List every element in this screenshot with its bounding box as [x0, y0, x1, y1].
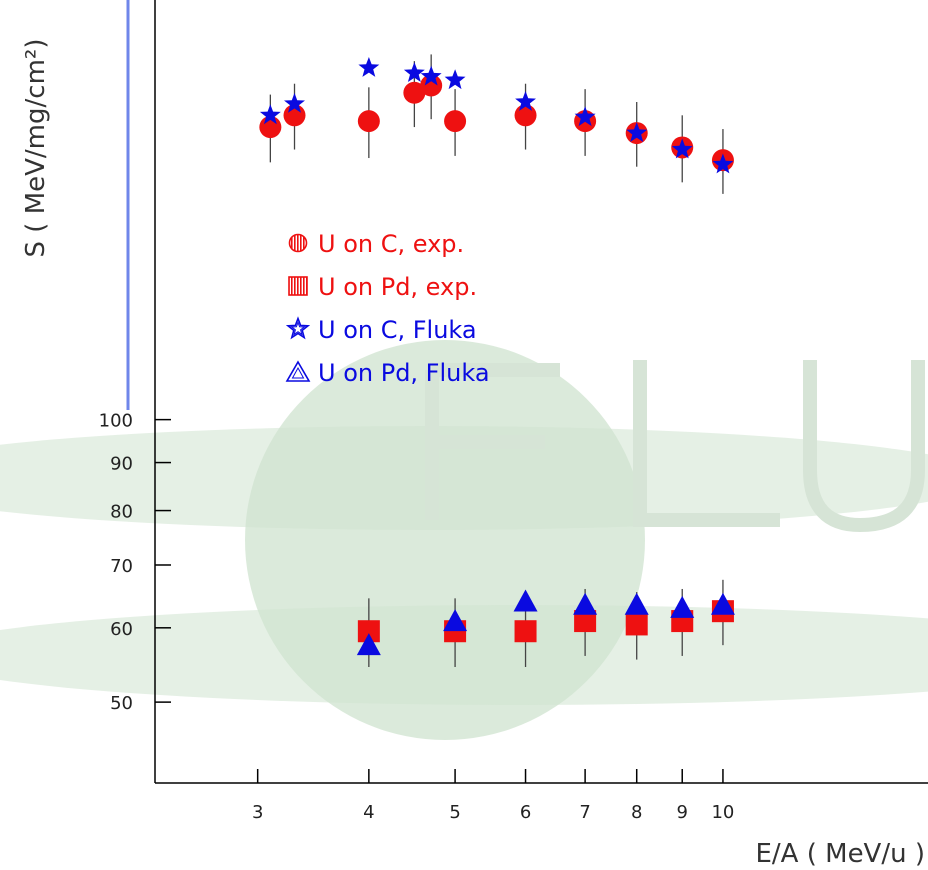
plot-frame — [154, 0, 928, 784]
y-tick-label: 50 — [110, 693, 133, 714]
data-point-circle — [444, 110, 467, 133]
data-point-star — [444, 69, 466, 90]
x-tick-label: 8 — [631, 802, 642, 823]
x-tick-label: 6 — [520, 802, 531, 823]
data-point-star — [420, 65, 442, 86]
axis-ticks: 3 4 5 6 7 8 9 10 50 60 70 80 90 100 — [99, 411, 735, 823]
x-axis-title: E/A ( MeV/u ) — [755, 839, 925, 869]
y-tick-label: 90 — [110, 454, 133, 475]
watermark — [0, 340, 928, 740]
data-point-square — [574, 610, 597, 633]
x-tick-label: 4 — [363, 802, 374, 823]
data-point-star — [403, 62, 425, 82]
data-point-triangle — [356, 633, 381, 656]
data-point-star — [515, 91, 536, 111]
y-tick-label: 70 — [110, 556, 133, 577]
data-point-triangle — [670, 595, 695, 618]
data-point-triangle — [443, 609, 468, 632]
legend-square-marker — [288, 276, 308, 296]
data-point-star — [712, 153, 734, 174]
data-point-star — [626, 122, 648, 142]
y-tick-label: 100 — [99, 411, 133, 432]
data-point-circle — [514, 104, 537, 127]
data-point-star — [574, 106, 596, 127]
data-point-circle — [420, 74, 443, 97]
data-point-star — [284, 92, 305, 113]
legend-label: U on C, exp. — [318, 230, 464, 258]
x-tick-label: 9 — [677, 802, 688, 823]
data-point-triangle — [710, 592, 735, 615]
legend-triangle-marker — [285, 360, 311, 382]
data-point-triangle — [573, 592, 598, 615]
data-point-square — [625, 613, 648, 636]
data-point-square — [514, 620, 537, 643]
data-point-circle — [357, 110, 380, 133]
x-tick-label: 7 — [579, 802, 590, 823]
legend-label: U on Pd, exp. — [318, 273, 477, 301]
y-axis-title: S ( MeV/mg/cm²) — [21, 39, 51, 258]
x-tick-label: 5 — [449, 802, 460, 823]
legend-label: U on C, Fluka — [318, 316, 477, 344]
watermark-letter-l — [633, 360, 780, 527]
data-point-triangle — [624, 592, 649, 615]
watermark-letter-u — [803, 360, 925, 533]
y-tick-label: 80 — [110, 502, 133, 523]
data-point-circle — [403, 81, 426, 104]
legend-star-marker — [285, 316, 311, 340]
watermark-swoosh-lower — [0, 605, 928, 705]
watermark-letter-f — [425, 363, 560, 520]
data-markers — [259, 57, 735, 656]
data-point-star — [358, 57, 380, 77]
data-point-star — [671, 138, 693, 159]
legend: U on C, exp. U on Pd, exp. U on C, Fluka U … — [285, 230, 490, 387]
x-tick-label: 3 — [252, 802, 263, 823]
legend-circle-marker — [288, 233, 308, 253]
legend-star-marker-inner — [290, 321, 306, 336]
data-point-square — [357, 620, 380, 643]
y-tick-label: 60 — [110, 619, 133, 640]
data-point-triangle — [513, 589, 538, 612]
legend-label: U on Pd, Fluka — [318, 359, 490, 387]
x-tick-label: 10 — [711, 802, 734, 823]
legend-triangle-marker-inner — [291, 366, 305, 379]
data-point-star — [259, 104, 281, 125]
